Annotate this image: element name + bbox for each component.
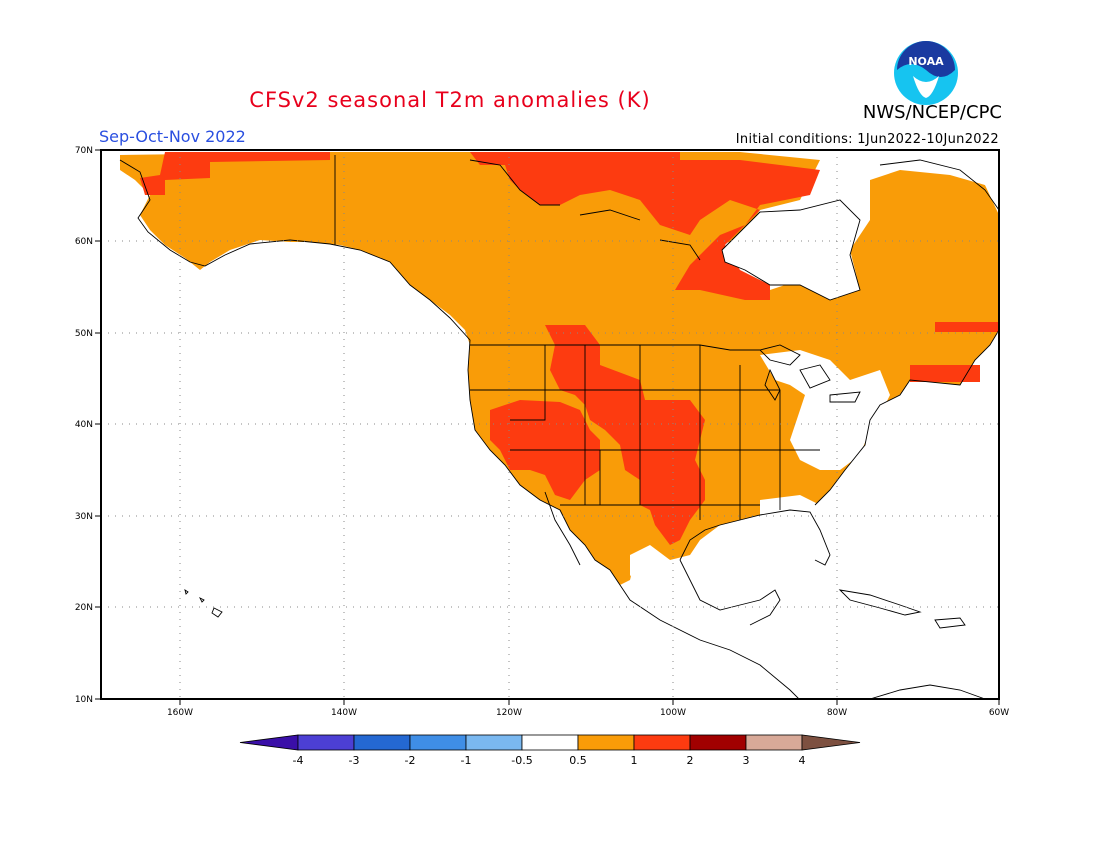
lon-labels: 160W 140W 120W 100W 80W 60W: [167, 708, 1009, 718]
legend-label: -4: [293, 754, 304, 767]
lat-labels: 70N 60N 50N 40N 30N 20N 10N: [75, 146, 93, 705]
anomaly-region-red-maine: [910, 365, 980, 382]
lon-label: 60W: [989, 708, 1009, 718]
lon-label: 160W: [167, 708, 193, 718]
lon-label: 100W: [660, 708, 686, 718]
lat-label: 40N: [75, 420, 93, 430]
anomaly-hole-mexico: [630, 545, 680, 590]
coastlines: [119, 155, 999, 699]
legend-label: 1: [631, 754, 638, 767]
legend-swatch: [577, 734, 635, 751]
legend-label: 2: [687, 754, 694, 767]
axis-ticks: [95, 149, 1000, 705]
legend-swatch: [633, 734, 691, 751]
lat-label: 10N: [75, 695, 93, 705]
initial-conditions-label: Initial conditions: 1Jun2022-10Jun2022: [735, 132, 999, 147]
color-legend: -4 -3 -2 -1 -0.5 0.5 1 2 3 4: [239, 734, 861, 767]
lat-label: 60N: [75, 237, 93, 247]
page-title: CFSv2 seasonal T2m anomalies (K): [249, 88, 651, 112]
legend-label: 3: [743, 754, 750, 767]
lat-label: 70N: [75, 146, 93, 156]
legend-arrow-high: [801, 734, 861, 751]
lon-label: 120W: [496, 708, 522, 718]
legend-label: 0.5: [569, 754, 587, 767]
legend-arrow-low: [239, 734, 299, 751]
legend-label: -3: [349, 754, 360, 767]
agency-label: NWS/NCEP/CPC: [862, 102, 1002, 123]
legend-swatch: [297, 734, 355, 751]
legend-swatch: [353, 734, 411, 751]
noaa-logo-text: NOAA: [908, 55, 944, 68]
anomaly-hole-greenland: [830, 152, 999, 205]
legend-swatch: [689, 734, 747, 751]
legend-swatch: [409, 734, 467, 751]
season-label: Sep-Oct-Nov 2022: [99, 127, 246, 146]
anomaly-hole-greatlakes: [760, 350, 890, 470]
legend-swatch: [465, 734, 523, 751]
legend-label: 4: [799, 754, 806, 767]
legend-label: -0.5: [511, 754, 532, 767]
anomaly-hole-hudson: [722, 200, 860, 300]
lat-label: 20N: [75, 603, 93, 613]
legend-label: -1: [461, 754, 472, 767]
legend-swatch: [745, 734, 803, 751]
legend-swatch: [521, 734, 579, 751]
lon-label: 80W: [827, 708, 847, 718]
legend-label: -2: [405, 754, 416, 767]
map-gridlines: [101, 150, 999, 699]
noaa-logo: NOAA: [894, 41, 958, 105]
anomaly-region-red-north: [140, 152, 330, 195]
lon-label: 140W: [331, 708, 357, 718]
lat-label: 30N: [75, 512, 93, 522]
lat-label: 50N: [75, 329, 93, 339]
anomaly-region-red-east: [935, 322, 999, 332]
